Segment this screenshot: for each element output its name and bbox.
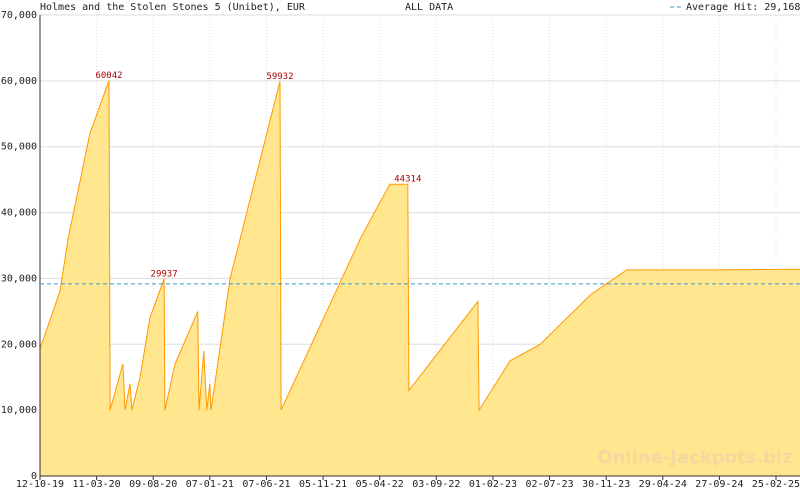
legend-label: Average Hit: 29,168 xyxy=(686,2,800,13)
x-tick-label: 05-04-22 xyxy=(356,479,404,490)
x-tick-label: 29-04-24 xyxy=(639,479,687,490)
peak-label: 59932 xyxy=(266,72,293,82)
x-tick-label: 05-11-21 xyxy=(299,479,347,490)
y-tick-label: 20,000 xyxy=(1,339,37,350)
y-tick-label: 0 xyxy=(31,471,37,482)
peak-label: 29937 xyxy=(151,269,178,279)
watermark: Online-Jackpots.biz xyxy=(597,447,792,468)
y-tick-label: 60,000 xyxy=(1,76,37,87)
x-tick-label: 12-10-19 xyxy=(16,479,64,490)
x-tick-label: 25-02-25 xyxy=(752,479,800,490)
x-tick-label: 03-09-22 xyxy=(412,479,460,490)
x-tick-label: 09-08-20 xyxy=(129,479,177,490)
y-tick-label: 40,000 xyxy=(1,208,37,219)
peak-label: 60042 xyxy=(95,71,122,81)
x-tick-label: 02-07-23 xyxy=(525,479,573,490)
x-tick-label: 27-09-24 xyxy=(695,479,743,490)
x-tick-label: 07-06-21 xyxy=(242,479,290,490)
y-tick-label: 50,000 xyxy=(1,142,37,153)
chart-title: Holmes and the Stolen Stones 5 (Unibet),… xyxy=(40,2,306,13)
x-tick-label: 30-11-23 xyxy=(582,479,630,490)
y-tick-label: 30,000 xyxy=(1,273,37,284)
x-tick-label: 11-03-20 xyxy=(73,479,121,490)
chart-subtitle: ALL DATA xyxy=(405,2,453,13)
x-tick-label: 01-02-23 xyxy=(469,479,517,490)
peak-label: 44314 xyxy=(394,175,421,185)
line xyxy=(39,80,800,412)
area-fill xyxy=(40,80,800,476)
y-tick-label: 70,000 xyxy=(1,10,37,21)
x-tick-label: 07-01-21 xyxy=(186,479,234,490)
y-tick-label: 10,000 xyxy=(1,405,37,416)
